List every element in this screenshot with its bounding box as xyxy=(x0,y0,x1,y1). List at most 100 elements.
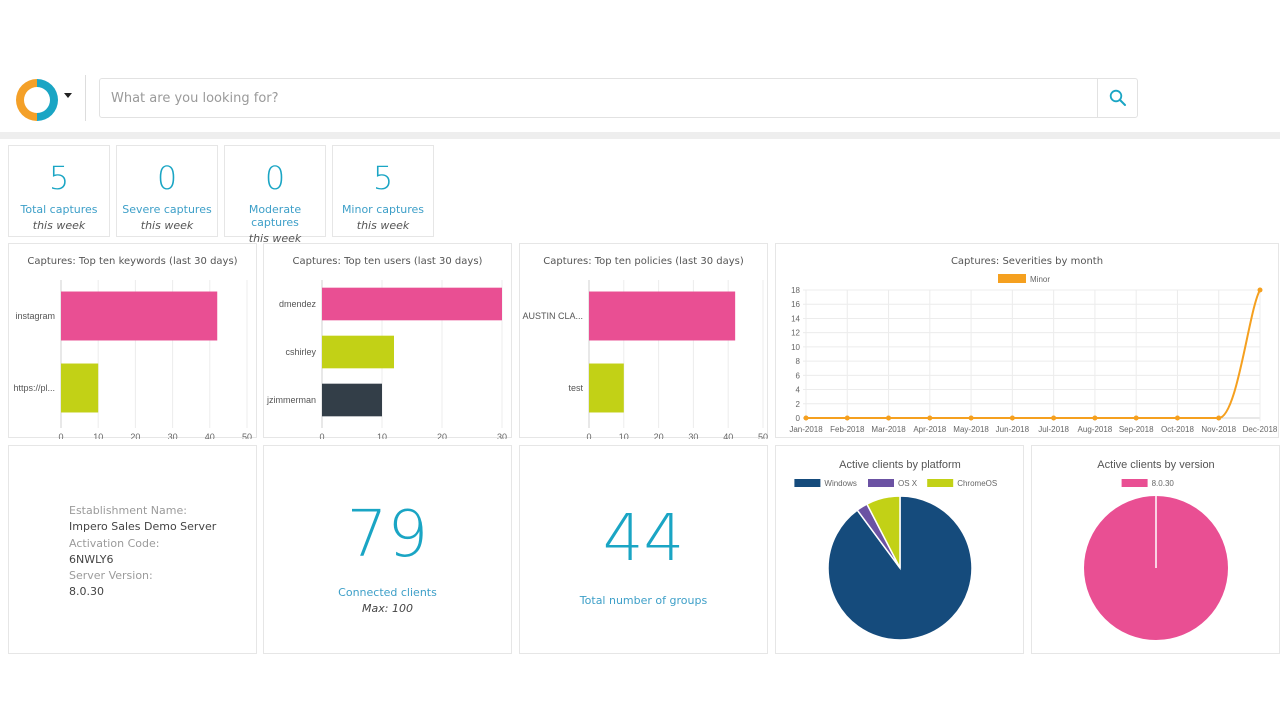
stat-value: 0 xyxy=(264,159,286,197)
x-tick-label: 20 xyxy=(437,432,447,439)
x-tick-label: 30 xyxy=(168,432,178,439)
x-tick-label: Nov-2018 xyxy=(1201,425,1236,434)
establishment-value: Impero Sales Demo Server xyxy=(69,520,217,534)
stat-label: Total captures xyxy=(20,203,98,216)
severities-line-chart: Minor 0 2 4 6 8 10 12 14 16 18 Jan-2018 Feb-2018 Mar-… xyxy=(789,274,1278,434)
stat-sub: this week xyxy=(32,219,86,232)
y-tick-label: 18 xyxy=(791,286,800,295)
stat-value: 5 xyxy=(372,159,394,197)
policies-chart-card: Captures: Top ten policies (last 30 days… xyxy=(519,243,768,439)
x-tick-label: 20 xyxy=(130,432,140,439)
legend-label: ChromeOS xyxy=(957,479,997,488)
stat-card-severe[interactable]: 0 Severe captures this week xyxy=(116,145,218,237)
x-tick-label: Mar-2018 xyxy=(871,425,906,434)
bar xyxy=(589,291,736,341)
x-tick-label: Jan-2018 xyxy=(789,425,823,434)
stat-sub: this week xyxy=(140,219,194,232)
legend-label: Minor xyxy=(1030,275,1050,284)
legend-swatch xyxy=(927,479,954,487)
x-tick-label: Sep-2018 xyxy=(1119,425,1154,434)
x-tick-label: Jul-2018 xyxy=(1038,425,1069,434)
series-line xyxy=(806,289,1261,419)
y-category-label: jzimmerman xyxy=(266,395,316,405)
y-tick-label: 14 xyxy=(791,314,800,323)
data-point xyxy=(927,415,933,421)
groups-card[interactable]: 44 Total number of groups xyxy=(519,445,768,654)
version-value: 8.0.30 xyxy=(69,585,104,599)
chart-title: Captures: Top ten keywords (last 30 days… xyxy=(27,256,238,267)
y-category-label: instagram xyxy=(15,311,55,321)
x-tick-label: Feb-2018 xyxy=(830,425,865,434)
search-box xyxy=(99,78,1138,118)
server-info-card: Establishment Name: Impero Sales Demo Se… xyxy=(8,445,257,654)
stat-sub: this week xyxy=(356,219,410,232)
severities-chart-card: Captures: Severities by month Minor 0 2 4 6 8… xyxy=(775,243,1279,438)
activation-value: 6NWLY6 xyxy=(69,552,114,566)
version-pie-chart: Active clients by version 8.0.30 xyxy=(1084,459,1228,640)
divider xyxy=(85,75,86,121)
legend-label: 8.0.30 xyxy=(1152,479,1175,488)
data-point xyxy=(1009,415,1015,421)
bar xyxy=(61,291,218,341)
y-tick-label: 10 xyxy=(791,343,800,352)
x-tick-label: 10 xyxy=(93,432,103,439)
establishment-label: Establishment Name: xyxy=(69,504,187,517)
users-chart-card: Captures: Top ten users (last 30 days) 0… xyxy=(263,243,512,439)
bar xyxy=(589,363,624,413)
x-tick-label: Apr-2018 xyxy=(913,425,946,434)
legend-swatch xyxy=(794,479,821,487)
header-divider xyxy=(0,132,1280,139)
y-tick-label: 8 xyxy=(796,357,801,366)
x-tick-label: 0 xyxy=(586,432,591,439)
y-tick-label: 16 xyxy=(791,300,800,309)
x-tick-label: 40 xyxy=(723,432,733,439)
impero-logo-icon xyxy=(16,79,58,121)
x-tick-label: 10 xyxy=(377,432,387,439)
data-point xyxy=(1092,415,1098,421)
chart-title: Captures: Top ten users (last 30 days) xyxy=(292,256,483,267)
stat-label: Minor captures xyxy=(341,203,425,216)
server-info: Establishment Name: Impero Sales Demo Se… xyxy=(69,503,216,601)
data-point xyxy=(803,415,809,421)
stat-sub: this week xyxy=(248,232,302,245)
search-input[interactable] xyxy=(100,79,1096,117)
stat-card-minor[interactable]: 5 Minor captures this week xyxy=(332,145,434,237)
bar xyxy=(322,383,382,417)
legend-label: Windows xyxy=(824,479,856,488)
connected-clients-value: 79 xyxy=(346,498,429,572)
stat-label: Severe captures xyxy=(122,203,212,216)
x-tick-label: 20 xyxy=(654,432,664,439)
data-point xyxy=(1051,415,1057,421)
x-tick-label: Oct-2018 xyxy=(1161,425,1194,434)
version-label: Server Version: xyxy=(69,569,153,583)
x-tick-label: 50 xyxy=(242,432,252,439)
policies-bar-chart: 0 10 20 30 40 50 AUSTIN CLA... test xyxy=(522,280,768,439)
data-point xyxy=(886,415,892,421)
stat-card-moderate[interactable]: 0 Moderate captures this week xyxy=(224,145,326,245)
chart-title: Captures: Severities by month xyxy=(950,256,1104,267)
chart-title: Captures: Top ten policies (last 30 days… xyxy=(543,256,744,267)
chart-title: Active clients by platform xyxy=(839,459,961,471)
caret-down-icon[interactable] xyxy=(64,93,72,98)
platform-chart-card: Active clients by platform Windows OS X Chr… xyxy=(775,445,1024,654)
y-tick-label: 6 xyxy=(796,371,801,380)
connected-clients-label: Connected clients xyxy=(338,586,437,599)
users-bar-chart: 0 10 20 30 dmendez cshirley jzimmerman xyxy=(266,280,507,439)
search-icon xyxy=(1109,89,1126,106)
stat-label: Moderate captures xyxy=(248,203,302,229)
groups-label: Total number of groups xyxy=(579,594,708,607)
data-point xyxy=(1216,415,1222,421)
chart-title: Active clients by version xyxy=(1097,459,1214,471)
x-tick-label: 0 xyxy=(58,432,63,439)
bar xyxy=(322,287,502,321)
connected-clients-card[interactable]: 79 Connected clients Max: 100 xyxy=(263,445,512,654)
y-tick-label: 12 xyxy=(791,329,800,338)
search-button[interactable] xyxy=(1097,79,1137,117)
keywords-chart-card: Captures: Top ten keywords (last 30 days… xyxy=(8,243,257,439)
stat-card-total[interactable]: 5 Total captures this week xyxy=(8,145,110,237)
y-tick-label: 4 xyxy=(796,386,801,395)
legend-swatch xyxy=(868,479,894,487)
x-tick-label: 0 xyxy=(319,432,324,439)
x-tick-label: 10 xyxy=(619,432,629,439)
x-tick-label: Aug-2018 xyxy=(1078,425,1113,434)
